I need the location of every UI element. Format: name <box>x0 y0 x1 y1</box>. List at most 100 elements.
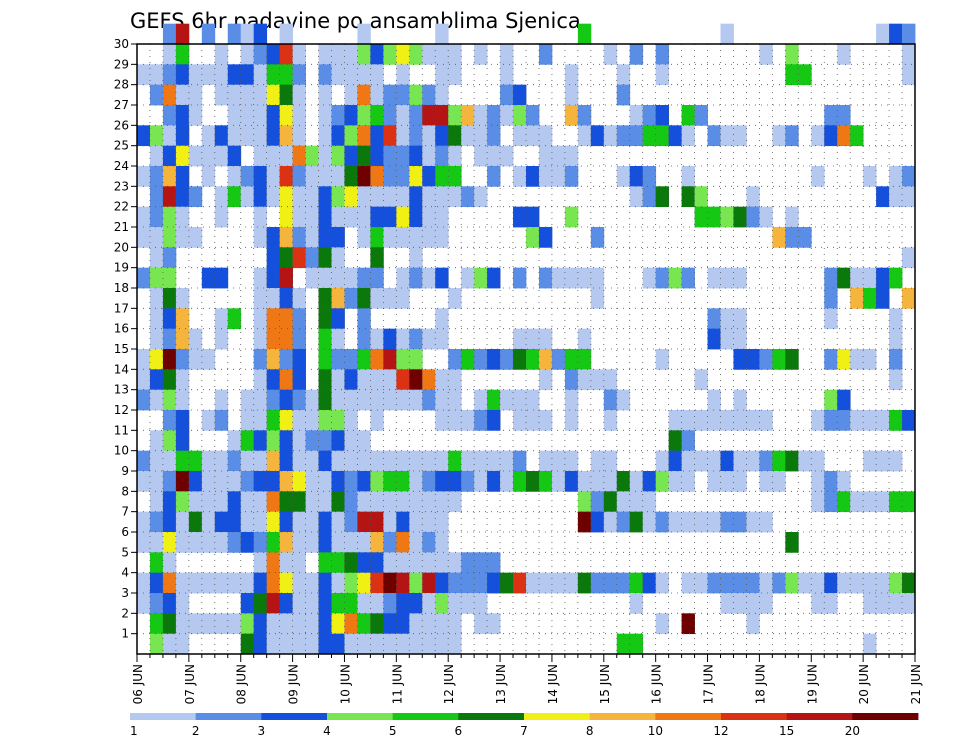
heatmap-cell <box>162 186 177 208</box>
heatmap-cell <box>149 308 164 330</box>
heatmap-cell <box>137 227 151 248</box>
heatmap-cell <box>396 186 410 208</box>
heatmap-cell <box>188 532 203 553</box>
legend-swatch <box>786 713 853 720</box>
heatmap-cell <box>396 288 410 309</box>
legend-swatch <box>327 713 394 720</box>
heatmap-cell <box>240 593 255 614</box>
heatmap-cell <box>396 532 410 553</box>
heatmap-cell <box>811 593 825 614</box>
heatmap-cell <box>305 247 319 269</box>
heatmap-cell <box>435 166 449 187</box>
y-tick-label: 8 <box>121 484 129 498</box>
heatmap-cell <box>175 44 190 65</box>
heatmap-cell <box>357 227 371 248</box>
heatmap-cell <box>435 44 449 65</box>
heatmap-cell <box>668 267 682 289</box>
heatmap-cell <box>240 389 255 411</box>
heatmap-cell <box>876 186 890 208</box>
heatmap-cell <box>487 613 501 635</box>
heatmap-cell <box>396 389 410 411</box>
heatmap-cell <box>162 633 177 655</box>
legend-swatch <box>458 713 525 720</box>
heatmap-cell <box>448 186 462 208</box>
heatmap-cell <box>188 450 203 472</box>
heatmap-cell <box>824 288 838 309</box>
heatmap-cell <box>305 186 319 208</box>
heatmap-cell <box>720 410 734 431</box>
heatmap-cell <box>344 84 358 106</box>
y-tick-label: 25 <box>114 139 129 153</box>
heatmap-cell <box>357 64 371 86</box>
heatmap-cell <box>629 105 644 126</box>
heatmap-cell <box>500 450 514 472</box>
heatmap-cell <box>448 410 462 431</box>
y-tick-label: 2 <box>121 606 129 620</box>
heatmap-cell <box>201 145 216 167</box>
heatmap-cell <box>137 267 151 289</box>
heatmap-cell <box>733 328 747 350</box>
heatmap-cell <box>318 349 332 370</box>
heatmap-cell <box>461 105 475 126</box>
heatmap-cell <box>396 349 410 370</box>
heatmap-cell <box>435 572 449 594</box>
heatmap-cell <box>383 288 397 309</box>
heatmap-cell <box>188 471 203 492</box>
heatmap-cell <box>422 633 436 655</box>
heatmap-cell <box>214 84 229 106</box>
heatmap-cell <box>603 491 618 513</box>
heatmap-cell <box>526 471 540 492</box>
heatmap-cell <box>642 166 657 187</box>
heatmap-cell <box>188 328 203 350</box>
heatmap-cell <box>474 471 488 492</box>
heatmap-cell <box>175 511 190 533</box>
heatmap-cell <box>137 125 151 147</box>
heatmap-cell <box>435 23 449 45</box>
heatmap-cell <box>487 471 501 492</box>
heatmap-cell <box>331 227 345 248</box>
heatmap-cell <box>396 471 410 492</box>
heatmap-cell <box>474 105 488 126</box>
heatmap-cell <box>461 186 475 208</box>
heatmap-cell <box>188 105 203 126</box>
y-tick-label: 4 <box>121 566 129 580</box>
heatmap-cell <box>681 267 695 289</box>
heatmap-cell <box>383 389 397 411</box>
heatmap-cell <box>694 410 708 431</box>
heatmap-cell <box>149 593 164 614</box>
heatmap-cell <box>175 64 190 86</box>
heatmap-cell <box>435 227 449 248</box>
heatmap-cell <box>240 166 255 187</box>
heatmap-cell <box>538 267 553 289</box>
heatmap-cell <box>253 64 268 86</box>
heatmap-cell <box>863 633 877 655</box>
heatmap-cell <box>902 247 916 269</box>
heatmap-cell <box>577 267 592 289</box>
heatmap-cell <box>564 145 579 167</box>
heatmap-cell <box>513 166 527 187</box>
heatmap-cell <box>590 369 605 391</box>
heatmap-cell <box>240 532 255 553</box>
x-tick-label: 20 JUN <box>857 664 871 704</box>
legend-label: 1 <box>130 724 138 738</box>
heatmap-cell <box>318 471 332 492</box>
heatmap-cell <box>318 125 332 147</box>
heatmap-cell <box>318 491 332 513</box>
heatmap-cell <box>149 450 164 472</box>
heatmap-cell <box>227 308 242 330</box>
heatmap-cell <box>396 633 410 655</box>
heatmap-cell <box>201 23 216 45</box>
heatmap-cell <box>149 572 164 594</box>
heatmap-cell <box>513 389 527 411</box>
heatmap-cell <box>331 105 345 126</box>
heatmap-cell <box>759 593 773 614</box>
heatmap-cell <box>694 206 708 228</box>
heatmap-cell <box>331 308 345 330</box>
heatmap-cell <box>526 206 540 228</box>
heatmap-cell <box>383 532 397 553</box>
y-tick-label: 17 <box>114 301 129 315</box>
heatmap-cell <box>370 450 384 472</box>
heatmap-cell <box>889 166 903 187</box>
heatmap-cell <box>409 613 423 635</box>
heatmap-cell <box>435 532 449 553</box>
